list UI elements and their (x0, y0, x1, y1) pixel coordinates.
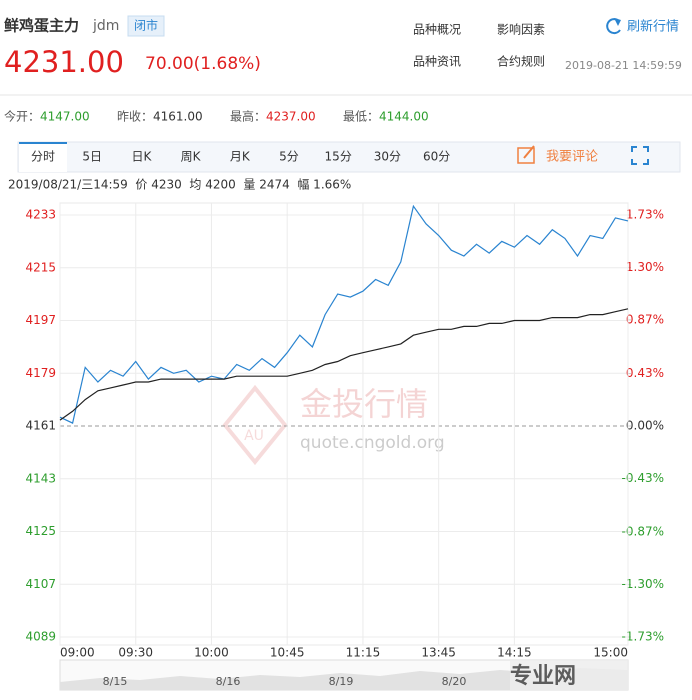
status: 闭市 (134, 18, 158, 33)
svg-text:AU: AU (244, 428, 264, 444)
stat-label: 昨收： (117, 110, 153, 124)
tab[interactable]: 月K (230, 150, 251, 164)
navigator-area (60, 668, 628, 690)
watermark-url: quote.cngold.org (300, 433, 445, 453)
tab[interactable]: 15分 (325, 150, 352, 164)
refresh[interactable]: 刷新行情 (627, 19, 679, 35)
stat-label: 最低： (343, 110, 379, 124)
tab[interactable]: 60分 (423, 150, 450, 164)
price: 4231.00 (4, 45, 124, 79)
watermark-text: 金投行情 (300, 385, 428, 423)
tab[interactable]: 日K (131, 150, 152, 164)
y2-tick-label: 0.43% (626, 366, 664, 380)
stats: 今开： 4147.00 昨收： 4161.00 最高： 4237.00 最低： 4144.00 (4, 109, 429, 124)
comment[interactable]: 我要评论 (546, 150, 598, 165)
y-tick-label: 4089 (25, 630, 56, 644)
link[interactable]: 影响因素 (497, 22, 545, 37)
code: jdm (92, 18, 119, 34)
link[interactable]: 品种概况 (413, 23, 461, 37)
y-tick-label: 4161 (25, 419, 56, 433)
link[interactable]: 品种资讯 (413, 55, 461, 69)
link[interactable]: 合约规则 (497, 54, 545, 69)
stat-label: 今开： (4, 109, 40, 124)
y-tick-label: 4197 (25, 313, 56, 327)
comment-icon[interactable] (517, 145, 535, 164)
x-tick-label: 10:00 (194, 646, 229, 660)
active-tab (19, 143, 67, 172)
stat-value: 4147.00 (40, 110, 90, 124)
series-line (59, 204, 629, 424)
tabs: 分时 5日 日K 周K 月K 5分 15分 30分 60分 (31, 150, 450, 164)
y-tick-label: 4125 (25, 524, 56, 538)
tab[interactable]: 30分 (374, 150, 401, 164)
plot: 4233 4215 4197 4179 4161 4143 4125 4107 4089 1.73… (25, 203, 664, 660)
watermark-site: 专业网 (510, 663, 576, 689)
stat-value: 4237.00 (266, 110, 316, 124)
y-tick-label: 4179 (25, 366, 56, 380)
y2-tick-label: 0.00% (626, 419, 664, 433)
y2-tick-label: 1.73% (626, 208, 664, 222)
y2-tick-label: -0.87% (622, 525, 664, 539)
y2-tick-label: -1.73% (622, 630, 664, 644)
fullscreen-icon[interactable] (631, 146, 649, 165)
x-tick-label: 11:15 (346, 646, 381, 660)
watermark: AU (222, 384, 288, 466)
plot-frame (59, 202, 629, 646)
y-tick-label: 4143 (25, 471, 56, 485)
navigator-label: 8/20 (442, 675, 467, 688)
change: 70.00(1.68%) (145, 54, 261, 74)
y-tick-label: 4107 (25, 577, 56, 591)
tab-bar (17, 141, 681, 173)
y2-tick-label: -0.43% (622, 471, 664, 485)
navigator-overlay (510, 660, 628, 690)
title: 鲜鸡蛋主力 (4, 17, 79, 35)
y2-tick-label: -1.30% (622, 577, 664, 591)
x-tick-label: 10:45 (270, 646, 305, 660)
stat-value: 4161.00 (153, 110, 203, 124)
navigator-label: 8/16 (216, 675, 241, 688)
tab[interactable]: 分时 (31, 150, 55, 164)
series-line (59, 308, 629, 421)
stat-label: 最高： (230, 109, 266, 124)
y-tick-label: 4233 (25, 208, 56, 222)
navigator-label: 8/19 (329, 675, 354, 688)
y2-tick-label: 0.87% (626, 312, 664, 326)
y-tick-label: 4215 (25, 260, 56, 274)
navigator-label: 8/15 (103, 675, 128, 688)
tab[interactable]: 周K (181, 150, 202, 164)
badge (127, 15, 165, 37)
stat-value: 4144.00 (379, 110, 429, 124)
x-tick-label: 14:15 (497, 646, 532, 660)
time: 2019-08-21 14:59:59 (565, 59, 682, 72)
tab[interactable]: 5分 (279, 150, 299, 164)
tab[interactable]: 5日 (82, 150, 102, 164)
y2-tick-label: 1.30% (626, 260, 664, 274)
refresh-icon[interactable] (606, 18, 621, 35)
x-tick-label: 13:45 (421, 646, 456, 660)
x-tick-label: 15:00 (593, 646, 628, 660)
info: 2019/08/21/三14:59 价 4230 均 4200 量 2474 幅… (8, 177, 351, 192)
x-tick-label: 09:30 (118, 646, 153, 660)
x-tick-label: 09:00 (60, 646, 95, 660)
